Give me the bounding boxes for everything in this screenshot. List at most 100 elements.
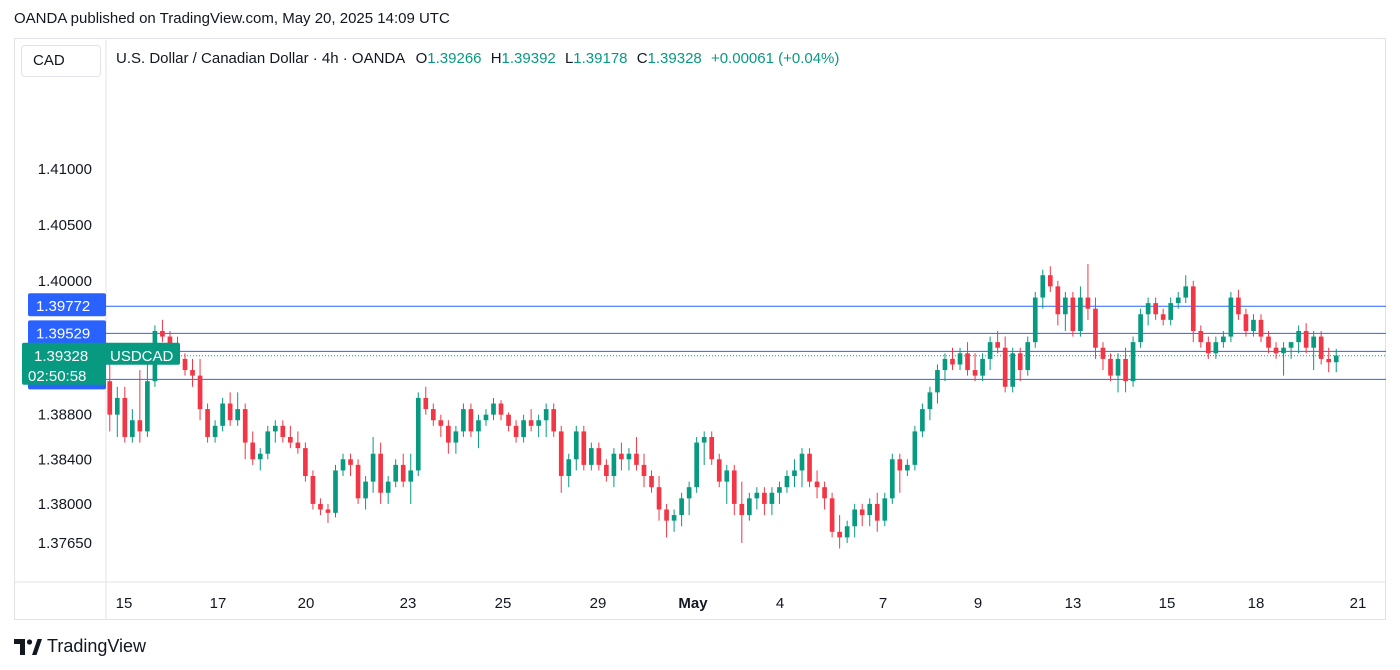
candle[interactable] [1213,342,1219,354]
candle[interactable] [1168,303,1174,320]
candle[interactable] [235,409,241,421]
candle[interactable] [325,509,331,513]
candle[interactable] [400,464,406,482]
candle[interactable] [1281,347,1286,354]
candle[interactable] [1183,286,1189,298]
candle[interactable] [295,442,301,449]
candle[interactable] [1130,342,1136,382]
candle[interactable] [581,431,587,465]
candle[interactable] [694,442,699,488]
candle[interactable] [897,459,903,471]
candle[interactable] [965,353,970,371]
candle[interactable] [792,470,797,477]
candle[interactable] [506,414,511,426]
candle[interactable] [1288,342,1294,348]
candle[interactable] [1100,347,1106,359]
candle[interactable] [604,464,609,477]
candle[interactable] [415,397,421,471]
candle[interactable] [1108,358,1113,376]
candle[interactable] [754,492,760,499]
candle[interactable] [701,436,707,443]
candle[interactable] [363,481,368,499]
candle[interactable] [205,409,210,437]
candle[interactable] [1228,297,1234,337]
candle[interactable] [927,392,933,410]
candle[interactable] [114,397,120,415]
candle[interactable] [430,409,436,421]
candle[interactable] [1138,314,1143,343]
candle[interactable] [242,409,248,443]
candle[interactable] [1175,297,1181,304]
candle[interactable] [1145,303,1151,315]
candle[interactable] [1070,297,1076,331]
candle[interactable] [935,370,940,393]
candle[interactable] [1032,297,1038,343]
candle[interactable] [731,470,737,504]
candle[interactable] [799,453,805,471]
candle[interactable] [972,370,978,376]
candle[interactable] [551,409,557,432]
candle[interactable] [656,487,662,510]
candle[interactable] [874,503,880,521]
candle[interactable] [453,431,459,443]
candle[interactable] [1273,347,1279,354]
candle[interactable] [1318,336,1324,359]
candle[interactable] [220,403,225,426]
candle[interactable] [513,425,519,437]
candle[interactable] [122,397,128,437]
candle[interactable] [596,448,602,465]
candle[interactable] [1251,319,1256,331]
candle[interactable] [318,503,323,510]
candle[interactable] [1078,297,1083,331]
candle[interactable] [882,498,888,521]
candle[interactable] [611,453,617,477]
candle[interactable] [303,448,308,477]
candle[interactable] [348,459,353,465]
candle[interactable] [167,336,173,348]
candle[interactable] [1296,331,1301,343]
candle[interactable] [807,453,812,482]
candle[interactable] [558,431,564,477]
candle[interactable] [340,459,346,471]
candle[interactable] [310,476,316,504]
candle[interactable] [1258,319,1264,337]
candle[interactable] [626,453,632,460]
candle[interactable] [822,487,827,499]
candle[interactable] [716,459,722,482]
candle[interactable] [762,492,767,504]
candle[interactable] [814,481,820,488]
candle[interactable] [641,464,647,477]
candle[interactable] [288,436,293,443]
candle[interactable] [1002,347,1008,387]
candle[interactable] [686,487,692,499]
candle[interactable] [987,342,993,359]
candle[interactable] [829,498,835,532]
candle[interactable] [528,420,534,426]
candle[interactable] [980,358,985,376]
candle[interactable] [664,509,669,521]
candle[interactable] [671,515,677,521]
candle[interactable] [438,420,444,426]
candle[interactable] [859,509,865,516]
candle[interactable] [370,453,376,482]
candle[interactable] [950,358,955,365]
candle[interactable] [995,342,1000,348]
candle[interactable] [385,481,391,493]
candle[interactable] [393,464,399,482]
candle[interactable] [1010,353,1016,387]
candle[interactable] [1243,314,1249,331]
candle[interactable] [1160,314,1166,320]
candle[interactable] [777,487,782,493]
candle[interactable] [1063,297,1068,315]
candle[interactable] [182,358,188,371]
candle[interactable] [844,526,850,538]
candle[interactable] [852,509,858,527]
candle[interactable] [649,476,654,488]
candle[interactable] [1047,275,1053,287]
candle[interactable] [889,459,895,499]
candle[interactable] [634,453,639,465]
candle[interactable] [1205,342,1211,354]
candle[interactable] [378,453,383,493]
candle[interactable] [1153,303,1158,315]
